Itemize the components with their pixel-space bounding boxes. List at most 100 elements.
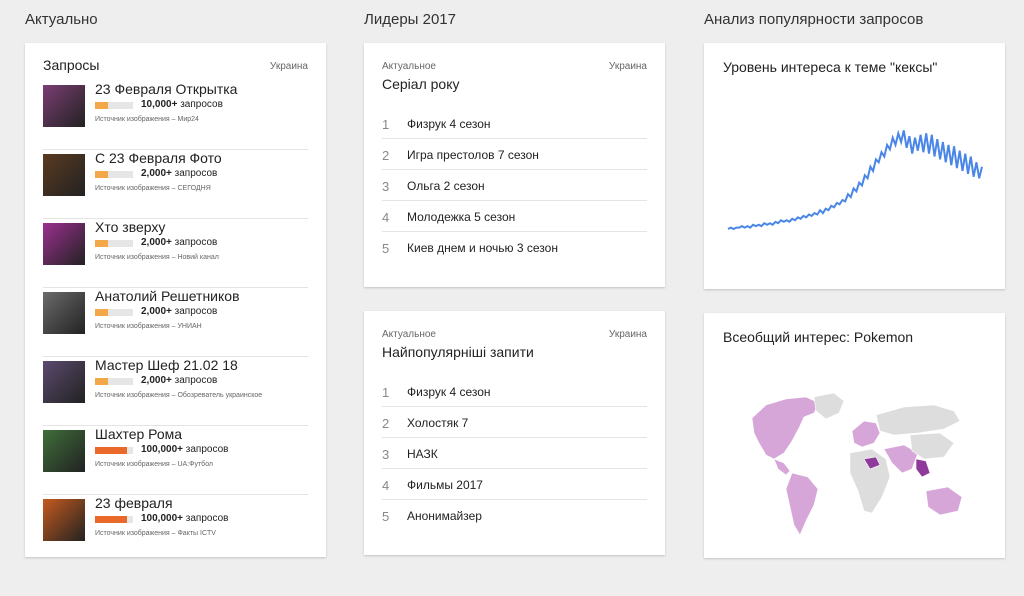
series-item-rank: 3 xyxy=(382,179,390,194)
series-item-row[interactable]: 2 Игра престолов 7 сезон xyxy=(382,139,647,170)
trending-item-count: 2,000+ запросов xyxy=(141,168,218,179)
map-russia xyxy=(875,404,961,436)
trending-item-title[interactable]: Хто зверху xyxy=(95,219,166,235)
trending-item[interactable]: Мастер Шеф 21.02 18 2,000+ запросов Источн… xyxy=(43,357,308,426)
top-queries-card[interactable]: Актуальное Украина Найпопулярніші запити… xyxy=(364,311,665,555)
series-item-label[interactable]: Игра престолов 7 сезон xyxy=(407,148,539,162)
trending-item[interactable]: 23 Февраля Открытка 10,000+ запросов Источ… xyxy=(43,81,308,150)
top-query-item-rank: 2 xyxy=(382,416,390,431)
series-item-row[interactable]: 3 Ольга 2 сезон xyxy=(382,170,647,201)
trending-item[interactable]: Анатолий Решетников 2,000+ запросов Источн… xyxy=(43,288,308,357)
map-east-asia xyxy=(909,432,955,460)
trending-item-count: 2,000+ запросов xyxy=(141,237,218,248)
trending-volume-fill xyxy=(95,240,108,247)
trending-thumbnail[interactable] xyxy=(43,85,85,127)
top-query-item-row[interactable]: 3 НАЗК xyxy=(382,438,647,469)
top-query-item-label[interactable]: НАЗК xyxy=(407,447,438,461)
trending-volume-fill xyxy=(95,309,108,316)
series-item-label[interactable]: Киев днем и ночью 3 сезон xyxy=(407,241,558,255)
trending-thumbnail[interactable] xyxy=(43,292,85,334)
trending-header: Запросы xyxy=(43,57,100,73)
column-title-leaders: Лидеры 2017 xyxy=(364,11,456,28)
trending-item[interactable]: Хто зверху 2,000+ запросов Источник изобра… xyxy=(43,219,308,288)
trending-volume-bar xyxy=(95,378,133,385)
trending-item-title[interactable]: 23 Февраля Открытка xyxy=(95,81,238,97)
series-item-rank: 1 xyxy=(382,117,390,132)
series-item-label[interactable]: Ольга 2 сезон xyxy=(407,179,485,193)
trending-region: Украина xyxy=(269,61,308,72)
map-title: Всеобщий интерес: Pokemon xyxy=(723,329,914,345)
trending-item-count: 2,000+ запросов xyxy=(141,375,218,386)
map-region-high xyxy=(863,456,881,470)
series-item-label[interactable]: Физрук 4 сезон xyxy=(407,117,491,131)
series-item-row[interactable]: 1 Физрук 4 сезон xyxy=(382,108,647,139)
series-list: 1 Физрук 4 сезон 2 Игра престолов 7 сезон 3 О… xyxy=(382,108,647,263)
trending-thumbnail[interactable] xyxy=(43,223,85,265)
top-query-item-rank: 1 xyxy=(382,385,390,400)
trending-thumbnail[interactable] xyxy=(43,154,85,196)
series-item-label[interactable]: Молодежка 5 сезон xyxy=(407,210,516,224)
trending-item-title[interactable]: С 23 Февраля Фото xyxy=(95,150,222,166)
trending-volume-bar xyxy=(95,171,133,178)
column-title-trending: Актуально xyxy=(25,11,98,28)
top-query-item-rank: 4 xyxy=(382,478,390,493)
map-europe xyxy=(851,420,881,448)
trending-thumbnail[interactable] xyxy=(43,361,85,403)
map-greenland xyxy=(813,392,845,420)
top-query-item-label[interactable]: Физрук 4 сезон xyxy=(407,385,491,399)
trending-item[interactable]: 23 февраля 100,000+ запросов Источник изоб… xyxy=(43,495,308,564)
trending-volume-fill xyxy=(95,102,108,109)
interest-line-chart xyxy=(727,129,983,231)
trending-item-title[interactable]: 23 февраля xyxy=(95,495,173,511)
trending-volume-bar xyxy=(95,447,133,454)
series-item-rank: 2 xyxy=(382,148,390,163)
top-queries-title: Найпопулярніші запити xyxy=(382,344,534,360)
series-region: Украина xyxy=(608,61,647,72)
trending-volume-bar xyxy=(95,102,133,109)
trending-volume-fill xyxy=(95,378,108,385)
top-query-item-row[interactable]: 2 Холостяк 7 xyxy=(382,407,647,438)
series-item-row[interactable]: 5 Киев днем и ночью 3 сезон xyxy=(382,232,647,263)
trending-item[interactable]: Шахтер Рома 100,000+ запросов Источник изо… xyxy=(43,426,308,495)
trending-volume-fill xyxy=(95,171,108,178)
top-query-item-row[interactable]: 4 Фильмы 2017 xyxy=(382,469,647,500)
top-query-item-row[interactable]: 5 Анонимайзер xyxy=(382,500,647,531)
top-queries-sub: Актуальное xyxy=(382,329,436,340)
trending-thumbnail[interactable] xyxy=(43,430,85,472)
trending-item-title[interactable]: Шахтер Рома xyxy=(95,426,183,442)
top-query-item-rank: 3 xyxy=(382,447,390,462)
series-item-rank: 4 xyxy=(382,210,390,225)
trending-volume-fill xyxy=(95,447,127,454)
series-item-row[interactable]: 4 Молодежка 5 сезон xyxy=(382,201,647,232)
top-queries-list: 1 Физрук 4 сезон 2 Холостяк 7 3 НАЗК 4 Фильмы 2… xyxy=(382,376,647,531)
trending-item-source: Источник изображения – Новий канал xyxy=(95,254,219,261)
trending-volume-bar xyxy=(95,516,133,523)
trending-thumbnail[interactable] xyxy=(43,499,85,541)
interest-chart-title: Уровень интереса к теме "кексы" xyxy=(723,59,938,75)
interest-chart-card[interactable]: Уровень интереса к теме "кексы" xyxy=(704,43,1005,289)
map-north-america xyxy=(751,396,820,460)
top-query-item-row[interactable]: 1 Физрук 4 сезон xyxy=(382,376,647,407)
trending-item-title[interactable]: Анатолий Решетников xyxy=(95,288,240,304)
top-query-item-rank: 5 xyxy=(382,509,390,524)
series-of-year-card[interactable]: Актуальное Украина Серіал року 1 Физрук 4… xyxy=(364,43,665,287)
trending-volume-bar xyxy=(95,240,133,247)
trending-card[interactable]: Запросы Украина 23 Февраля Открытка 10,00… xyxy=(25,43,326,557)
map-australia xyxy=(925,486,963,516)
trending-item-source: Источник изображения – УНИАН xyxy=(95,323,202,330)
trending-item-count: 100,000+ запросов xyxy=(141,444,229,455)
top-query-item-label[interactable]: Анонимайзер xyxy=(407,509,482,523)
trending-item[interactable]: С 23 Февраля Фото 2,000+ запросов Источник… xyxy=(43,150,308,219)
top-queries-region: Украина xyxy=(608,329,647,340)
trending-item-source: Источник изображения – Обозреватель укра… xyxy=(95,392,263,399)
map-south-asia xyxy=(883,444,919,474)
trending-item-source: Источник изображения – Факты ICTV xyxy=(95,530,216,537)
series-item-rank: 5 xyxy=(382,241,390,256)
top-query-item-label[interactable]: Холостяк 7 xyxy=(407,416,469,430)
world-map xyxy=(751,392,963,536)
trending-item-source: Источник изображения – СЕГОДНЯ xyxy=(95,185,211,192)
series-sub: Актуальное xyxy=(382,61,436,72)
map-card[interactable]: Всеобщий интерес: Pokemon xyxy=(704,313,1005,558)
trending-item-title[interactable]: Мастер Шеф 21.02 18 xyxy=(95,357,238,373)
top-query-item-label[interactable]: Фильмы 2017 xyxy=(407,478,483,492)
